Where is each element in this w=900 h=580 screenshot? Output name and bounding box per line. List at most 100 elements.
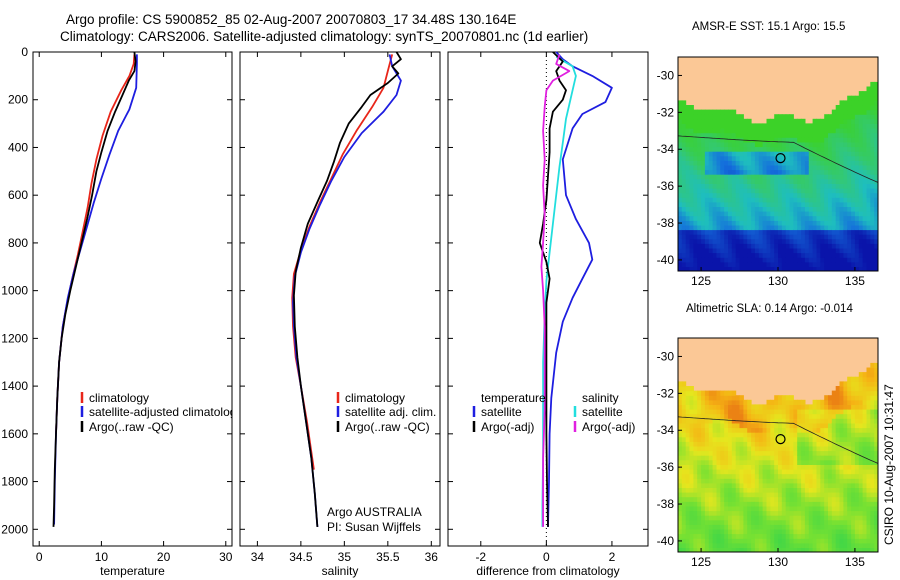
map-cell — [858, 542, 864, 548]
map-cell — [728, 538, 733, 544]
map-cell — [681, 386, 687, 392]
map-cell — [704, 533, 710, 539]
map-cell — [781, 155, 787, 161]
map-cell — [839, 109, 844, 115]
map-cell — [693, 192, 698, 198]
map-cell — [808, 151, 814, 157]
map-cell — [747, 160, 752, 166]
map-cell — [831, 519, 837, 525]
map-cell — [685, 441, 691, 447]
map-cell — [770, 533, 775, 539]
map-cell — [789, 505, 794, 512]
map-cell — [824, 174, 829, 180]
map-cell — [766, 234, 771, 240]
map-cell — [681, 164, 687, 171]
map-cell — [704, 459, 710, 465]
map-cell — [847, 492, 852, 498]
map-cell — [781, 178, 787, 184]
map-cell — [831, 201, 837, 207]
map-cell — [789, 160, 794, 166]
map-cell — [689, 146, 694, 152]
map-cell — [747, 174, 752, 180]
map-cell — [789, 206, 794, 212]
map-cell — [851, 183, 856, 189]
map-cell — [828, 155, 833, 161]
map-cell — [678, 128, 683, 134]
map-cell — [704, 519, 710, 525]
map-cell — [678, 192, 683, 198]
map-cell — [839, 482, 844, 488]
map-cell — [751, 247, 756, 254]
map-cell — [854, 155, 860, 161]
map-cell — [801, 418, 806, 424]
map-cell — [766, 247, 771, 254]
map-cell — [689, 427, 694, 433]
map-cell — [739, 174, 744, 180]
map-cell — [778, 220, 783, 226]
map-cell — [681, 409, 687, 415]
map-cell — [701, 169, 706, 175]
map-cell — [870, 197, 875, 203]
map-cell — [704, 192, 710, 198]
map-cell — [851, 109, 856, 115]
map-cell — [851, 492, 856, 498]
map-cell — [820, 418, 825, 424]
map-cell — [689, 238, 694, 244]
map-cell — [716, 436, 721, 442]
map-cell — [678, 206, 683, 212]
map-cell — [797, 441, 802, 447]
map-cell — [689, 151, 694, 157]
map-cell — [820, 524, 825, 530]
map-cell — [685, 224, 691, 231]
map-cell — [778, 188, 783, 194]
map-cell — [828, 197, 833, 203]
map-cell — [743, 538, 748, 544]
map-cell — [716, 492, 721, 498]
map-cell — [716, 395, 721, 401]
map-cell — [735, 141, 741, 148]
map-cell — [785, 505, 791, 512]
map-cell — [839, 515, 844, 521]
map-cell — [693, 464, 698, 470]
map-cell — [724, 422, 729, 429]
map-cell — [708, 224, 714, 231]
map-cell — [804, 238, 810, 244]
map-cell — [820, 464, 825, 470]
map-cell — [804, 487, 810, 493]
map-cell — [693, 183, 698, 189]
map-cell — [870, 183, 875, 189]
map-cell — [816, 132, 821, 138]
map-cell — [789, 164, 794, 171]
map-cell — [708, 519, 714, 525]
map-cell — [731, 114, 737, 120]
map-cell — [858, 505, 864, 512]
argo-location-marker — [775, 152, 786, 164]
map-cell — [812, 160, 817, 166]
map-cell — [835, 118, 841, 124]
map-cell — [870, 399, 875, 405]
map-cell — [704, 247, 710, 254]
map-cell — [766, 266, 771, 271]
map-cell — [808, 501, 814, 507]
map-cell — [689, 123, 694, 129]
map-cell — [785, 155, 791, 161]
map-cell — [793, 510, 798, 516]
map-cell — [712, 473, 717, 479]
x-tick-label: 10 — [95, 550, 109, 564]
map-cell — [731, 164, 737, 171]
map-cell — [847, 547, 852, 552]
map-cell — [720, 137, 725, 143]
map-cell — [804, 206, 810, 212]
map-cell — [835, 390, 841, 396]
map-cell — [866, 469, 871, 475]
map-cell — [739, 192, 744, 198]
map-cell — [870, 367, 875, 373]
map-cell — [854, 459, 860, 465]
map-cell — [712, 211, 717, 217]
map-cell — [835, 492, 841, 498]
map-cell — [831, 441, 837, 447]
map-cell — [854, 505, 860, 512]
map-cell — [820, 243, 825, 249]
map-cell — [716, 137, 721, 143]
